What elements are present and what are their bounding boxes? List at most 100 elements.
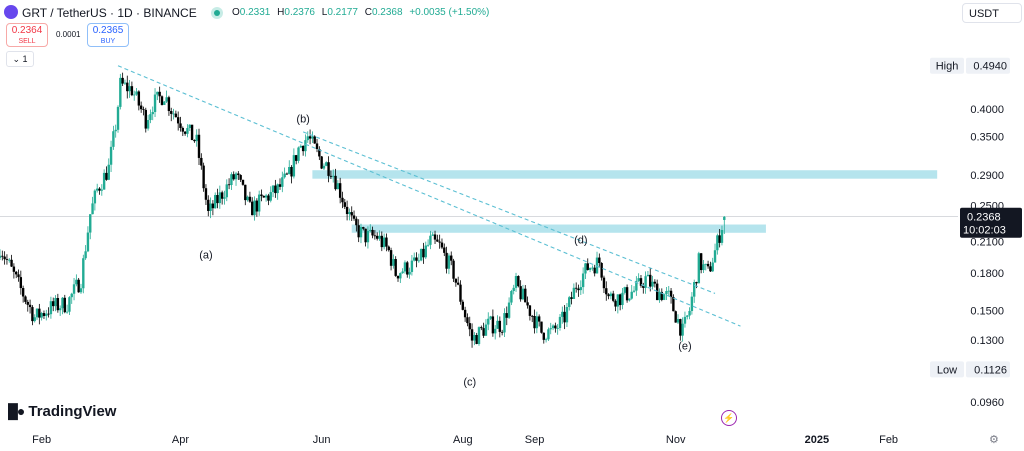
candle-body (537, 316, 541, 322)
ohlc-open-value: 0.2331 (239, 7, 271, 18)
buy-label: BUY (100, 38, 116, 45)
candle-body (123, 82, 127, 84)
candle-body (294, 155, 298, 161)
candle-body (544, 339, 548, 341)
chart-header: GRT / TetherUS · 1D · BINANCE O0.2331 H0… (0, 0, 1024, 28)
candle-body (524, 288, 527, 303)
candle-body (693, 282, 696, 297)
candle-body (595, 257, 599, 274)
market-status-icon[interactable] (211, 7, 223, 19)
candle-body (433, 234, 437, 240)
candle-body (253, 200, 256, 216)
candle-body (588, 267, 592, 270)
wave-label-d: (d) (574, 234, 587, 246)
candle-countdown: 10:02:03 (963, 225, 1006, 237)
candle-body (343, 202, 346, 207)
candle-body (262, 195, 265, 198)
candle-body (623, 287, 626, 293)
sell-button[interactable]: 0.2364 SELL (6, 23, 48, 47)
candle-body (61, 297, 64, 309)
candle-body (605, 288, 608, 295)
candle-body (558, 316, 562, 328)
candle-body (146, 119, 150, 129)
high-value-bg (966, 57, 1010, 74)
candle-body (568, 297, 571, 308)
candle-body (542, 332, 545, 340)
candle-body (584, 263, 587, 274)
candle-body (503, 313, 506, 333)
trend-line-0 (117, 65, 741, 327)
candle-body (35, 308, 39, 318)
candle-body (616, 294, 620, 307)
symbol-title[interactable]: GRT / TetherUS · 1D · BINANCE (22, 6, 197, 20)
candle-body (225, 184, 228, 198)
candle-body (702, 264, 705, 271)
candle-body (281, 177, 284, 187)
candle-body (167, 97, 171, 112)
time-tick-label: 2025 (805, 434, 829, 446)
candle-body (237, 173, 240, 176)
candle-body (89, 214, 92, 233)
candle-body (554, 325, 557, 329)
tradingview-logo-text: TradingView (28, 403, 117, 420)
price-tick-label: 0.2900 (970, 170, 1004, 182)
candle-body (653, 281, 657, 284)
wave-label-a: (a) (199, 250, 212, 262)
candle-body (642, 285, 645, 288)
candle-body (382, 237, 386, 248)
candle-body (126, 82, 129, 92)
candle-body (160, 96, 164, 105)
candle-body (387, 246, 390, 251)
collapse-indicators-button[interactable]: ⌄ 1 (6, 51, 34, 67)
candle-body (186, 128, 189, 134)
candle-body (459, 284, 462, 302)
candle-body (216, 195, 219, 204)
buy-button[interactable]: 0.2365 BUY (87, 23, 129, 47)
candle-body (593, 267, 596, 274)
time-tick-label: Nov (666, 434, 686, 446)
candle-body (278, 184, 282, 187)
candle-body (396, 275, 400, 279)
candle-body (297, 147, 300, 161)
candle-body (70, 293, 73, 298)
candle-body (686, 315, 689, 317)
candle-body (52, 301, 55, 307)
candle-body (445, 252, 448, 269)
candle-body (644, 276, 647, 288)
candle-body (496, 320, 499, 329)
candle-body (688, 310, 691, 316)
candle-body (232, 174, 235, 180)
candle-body (153, 94, 157, 113)
candle-body (556, 327, 559, 329)
currency-selector[interactable]: USDT (962, 3, 1022, 23)
candle-body (299, 145, 303, 148)
candle-body (183, 131, 187, 134)
tradingview-logo[interactable]: █● TradingView (8, 403, 116, 420)
candle-body (519, 286, 522, 300)
candle-body (429, 235, 432, 245)
candle-body (561, 311, 564, 317)
candle-body (491, 316, 495, 334)
low-value: 0.1126 (974, 364, 1007, 376)
candle-body (86, 232, 90, 252)
candle-body (149, 114, 152, 120)
indicator-count: 1 (22, 54, 28, 64)
candle-body (218, 192, 222, 204)
candle-body (454, 278, 458, 283)
candle-body (621, 292, 624, 306)
candle-body (181, 127, 185, 132)
candle-body (463, 309, 467, 318)
lightning-icon[interactable]: ⚡ (721, 410, 737, 426)
candle-body (697, 253, 701, 284)
resistance-zone-0 (312, 170, 938, 179)
candle-body (133, 94, 136, 96)
candle-body (574, 287, 578, 289)
candle-body (612, 293, 615, 301)
gear-icon[interactable]: ⚙ (989, 434, 999, 446)
candle-body (426, 244, 430, 246)
candle-body (257, 194, 261, 212)
candle-body (327, 162, 330, 176)
candle-body (625, 287, 629, 301)
candle-body (75, 279, 78, 285)
